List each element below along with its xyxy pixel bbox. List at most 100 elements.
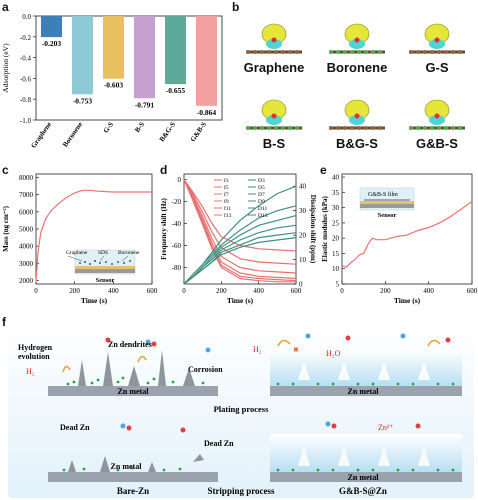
- bar: [133, 16, 156, 99]
- x-tick-label: 200: [69, 287, 80, 295]
- charge-density-cyan: [266, 39, 282, 49]
- y-tick-label-a: -0.4: [20, 55, 32, 63]
- charge-density-cyan: [349, 39, 365, 49]
- y-tick-label-a: -0.2: [20, 34, 32, 42]
- y-tick-label: 0: [178, 176, 182, 184]
- y-tick-label: 6000: [19, 208, 34, 216]
- molecule-name: Graphene: [244, 60, 305, 75]
- atom: [246, 126, 250, 130]
- y2-tick-label: 20: [299, 232, 307, 240]
- y-tick-label: 15: [332, 250, 340, 258]
- atom: [350, 126, 354, 130]
- zn-atom: [434, 37, 440, 43]
- atom: [295, 126, 299, 130]
- atom: [343, 126, 347, 130]
- atom: [444, 126, 448, 130]
- charge-density-cyan: [429, 39, 445, 49]
- sensor-inset-c: Graphene SDS Boronene Sensor: [66, 249, 140, 284]
- x-tick-label: 600: [147, 287, 158, 295]
- atom: [267, 50, 271, 54]
- y2-tick-label: 0: [299, 281, 303, 289]
- y-tick-label: -60: [172, 242, 182, 250]
- atom: [458, 126, 462, 130]
- atom: [430, 126, 434, 130]
- label-dead-zn-1: Dead Zn: [60, 423, 90, 432]
- legend-label: D3: [258, 178, 265, 184]
- atom: [437, 126, 441, 130]
- y-tick-label: 40: [332, 174, 340, 182]
- atom: [458, 50, 462, 54]
- series-line-f13: [183, 179, 296, 283]
- molecule-name: Boronene: [327, 60, 388, 75]
- bar-value-label: -0.655: [166, 86, 186, 95]
- bar: [164, 16, 187, 85]
- gbs-zn-stripping: Zn²⁺ Zn metal: [270, 421, 462, 482]
- atom: [260, 126, 264, 130]
- atom: [444, 50, 448, 54]
- plot-frame: [341, 173, 473, 285]
- inset-label-sds: SDS: [98, 250, 108, 256]
- label-gbs-zn: G&B-S@Zn: [339, 486, 387, 496]
- y-tick-label: 8000: [19, 174, 34, 182]
- y-tick-label: 30: [332, 204, 340, 212]
- atom: [378, 50, 382, 54]
- plot-frame-a: [35, 15, 223, 121]
- atom: [295, 50, 299, 54]
- x-axis-label: Time (s): [81, 296, 108, 305]
- y-axis-label: Mass (ng cm⁻²): [2, 205, 10, 252]
- panel-label-c: c: [2, 163, 9, 177]
- panel-label-d: d: [160, 163, 168, 177]
- atom: [336, 50, 340, 54]
- y-tick-label: -80: [172, 264, 182, 272]
- molecule-name: G&B-S: [416, 136, 458, 151]
- x-tick-label: 600: [467, 287, 478, 295]
- y2-tick-label: 10: [299, 256, 307, 264]
- legend-label: f5: [224, 184, 229, 191]
- y-tick-label: 4000: [19, 243, 34, 251]
- y2-tick-label: 30: [299, 207, 307, 215]
- bare-zn-plating: Hydrogen evolution H₂ Zn dendrites Corro…: [18, 337, 223, 396]
- inset-sensor-e: Sensor: [378, 212, 397, 219]
- y-tick-label: 3000: [19, 260, 34, 268]
- label-h2o: H₂O: [326, 349, 341, 358]
- x-category-label: Boronene: [61, 121, 84, 149]
- label-bare-zn: Bare-Zn: [117, 486, 149, 496]
- sensor-inset-e: G&B-S film Sensor: [359, 187, 415, 219]
- label-zn-dendrites: Zn dendrites: [108, 340, 152, 349]
- x-category-label: B-S: [133, 120, 146, 134]
- bar: [71, 16, 94, 95]
- y2-tick-label: 40: [299, 183, 307, 191]
- atom: [288, 50, 292, 54]
- legend-label: f13: [224, 212, 232, 219]
- inset-sensor-c: Sensor: [96, 277, 115, 284]
- x-tick-label: 400: [253, 287, 264, 295]
- atom: [281, 126, 285, 130]
- x-tick-label: 0: [182, 287, 186, 295]
- charge-density-cyan: [349, 115, 365, 125]
- atom: [416, 126, 420, 130]
- legend-label: D5: [258, 185, 265, 191]
- atom: [451, 50, 455, 54]
- y-tick-label-a: -0.6: [20, 75, 32, 83]
- molecule-name: B&G-S: [336, 136, 378, 151]
- panel-label-e: e: [320, 163, 327, 177]
- legend-label: D11: [258, 206, 268, 212]
- bar-value-label: -0.203: [42, 39, 62, 48]
- x-tick-label: 600: [291, 287, 302, 295]
- label-h2-right: H₂: [253, 345, 262, 354]
- atom: [357, 126, 361, 130]
- bar-value-label: -0.753: [73, 96, 93, 105]
- series-line-f7: [183, 179, 297, 274]
- adsorption-bar-chart: 0.0 -0.2 -0.4 -0.6 -0.8 -1.0 Adsorption (eV) -0…: [1, 13, 223, 150]
- zn-atom: [434, 113, 440, 119]
- y-tick-label: 2000: [19, 277, 34, 285]
- label-zn-metal-bl: Zn metal: [111, 462, 143, 471]
- y-axis-label: Frequency shift (Hz): [160, 197, 168, 259]
- label-zn-metal-tr: Zn metal: [348, 387, 380, 396]
- atom: [288, 126, 292, 130]
- x-tick-label: 200: [380, 287, 391, 295]
- label-evolution: evolution: [18, 352, 50, 361]
- y-tick-label: 5000: [19, 226, 34, 234]
- atom: [274, 126, 278, 130]
